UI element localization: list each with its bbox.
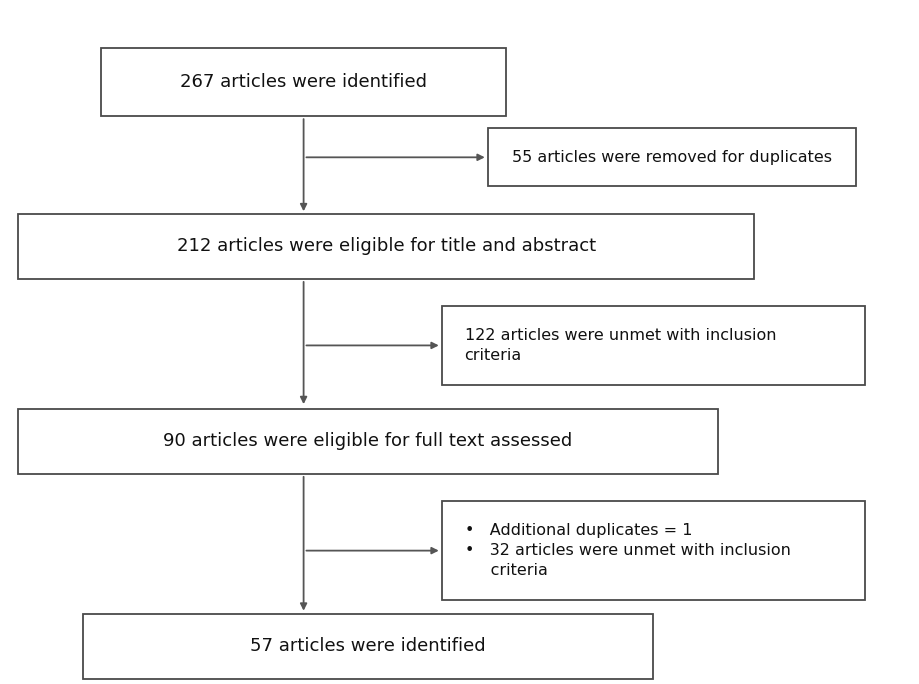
Text: 57 articles were identified: 57 articles were identified: [250, 637, 485, 655]
Bar: [487, 129, 855, 187]
Text: 55 articles were removed for duplicates: 55 articles were removed for duplicates: [511, 150, 831, 165]
Bar: [83, 614, 652, 679]
Text: 122 articles were unmet with inclusion
criteria: 122 articles were unmet with inclusion c…: [464, 328, 776, 363]
Bar: [441, 501, 864, 601]
Text: 267 articles were identified: 267 articles were identified: [180, 73, 426, 91]
Text: 90 articles were eligible for full text assessed: 90 articles were eligible for full text …: [164, 432, 572, 450]
Text: •   Additional duplicates = 1
•   32 articles were unmet with inclusion
     cri: • Additional duplicates = 1 • 32 article…: [464, 523, 789, 578]
Bar: [441, 306, 864, 384]
Bar: [18, 213, 754, 279]
Text: 212 articles were eligible for title and abstract: 212 articles were eligible for title and…: [176, 237, 596, 255]
Bar: [18, 409, 717, 474]
Bar: [101, 48, 505, 116]
